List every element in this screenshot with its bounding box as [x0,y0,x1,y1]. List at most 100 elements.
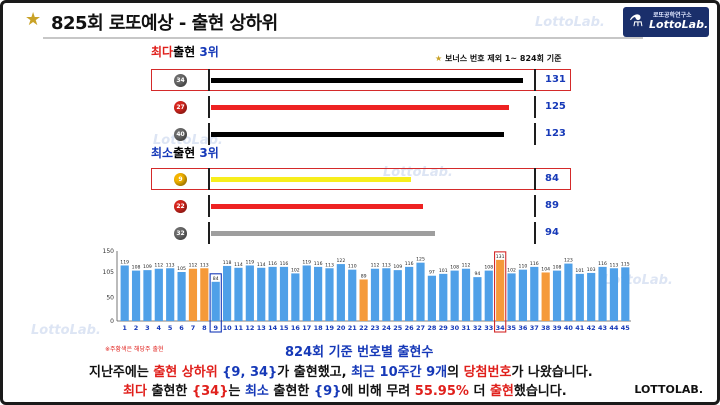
x-tick-label: 36 [518,324,528,332]
bar-value-label: 101 [439,268,448,274]
section-title-most: 최다출현 3위 [151,45,219,59]
bar-value-label: 116 [314,261,323,267]
bar-value-label: 116 [268,261,277,267]
frequency-value: 94 [545,227,559,238]
bar-value-label: 97 [429,270,435,276]
value-divider-line [534,195,536,217]
bar-value-label: 110 [519,264,528,270]
watermark: LottoLab. [31,323,101,338]
x-tick-label: 20 [336,324,346,332]
chart-bar [405,266,414,321]
summary-line-2: 최다 출현한 {34}는 최소 출현한 {9}에 비해 무려 55.95% 더 … [123,380,567,399]
bar-value-label: 116 [598,261,607,267]
x-tick-label: 30 [450,324,460,332]
x-tick-label: 4 [157,324,162,332]
watermark: LottoLab. [603,273,673,288]
bar-value-label: 119 [245,259,254,265]
chart-bar [200,268,209,321]
x-tick-label: 31 [461,324,471,332]
value-divider-line [534,96,536,118]
y-tick-label: 50 [106,295,114,302]
bar-value-label: 84 [213,276,219,282]
lotto-ball: 34 [174,74,187,87]
bar-value-label: 113 [200,262,209,268]
bar-value-label: 118 [223,260,232,266]
chart-bar [552,270,562,321]
frequency-bar [211,132,504,137]
bar-value-label: 113 [325,262,334,268]
title-star-icon: ★ [25,9,42,30]
chart-bar [166,268,175,321]
chart-bar [427,275,436,321]
bar-value-label: 112 [154,263,163,269]
bar-value-label: 113 [382,262,391,268]
watermark: LottoLab. [535,15,605,30]
bar-value-label: 108 [450,265,459,271]
chart-bar [211,281,220,321]
chart-bar [177,272,186,321]
x-tick-label: 28 [427,324,437,332]
summary-text-segment: 출현한 [268,384,314,399]
x-tick-label: 32 [473,324,482,332]
x-tick-label: 25 [393,324,403,332]
value-divider-line [534,168,536,190]
chart-bar [496,259,505,321]
x-tick-label: 41 [575,324,585,332]
bar-value-label: 101 [575,268,584,274]
bar-value-label: 89 [361,273,367,279]
x-tick-label: 26 [405,324,415,332]
summary-text-segment: {34} [191,384,229,399]
summary-text-segment: 최근 10주간 9개 [351,365,448,380]
bar-value-label: 108 [553,265,562,271]
frequency-bar-chart: 0501051501191108210931124113510561127113… [103,248,631,333]
summary-text-segment: 최소 [244,384,269,399]
summary-text-segment: 55.95% [414,384,469,399]
chart-bar [382,268,391,321]
x-tick-label: 35 [507,324,517,332]
y-tick-label: 105 [103,269,115,276]
bar-value-label: 109 [393,264,402,270]
y-tick-label: 0 [110,318,114,325]
y-tick-label: 150 [103,248,115,255]
lotto-ball: 32 [174,227,187,240]
x-tick-label: 22 [359,324,368,332]
bar-value-label: 119 [302,259,311,265]
bar-value-label: 109 [143,264,152,270]
chart-bar [257,267,266,321]
chart-bar [325,268,334,321]
bar-value-label: 104 [541,266,550,272]
bar-value-label: 115 [621,261,630,267]
x-tick-label: 19 [325,324,335,332]
x-tick-label: 45 [621,324,631,332]
chart-bar [461,268,471,321]
x-tick-label: 3 [145,324,150,332]
summary-text-segment: 더 [468,384,490,399]
bar-value-label: 116 [280,261,289,267]
x-tick-label: 8 [202,324,207,332]
highlight-row-box [151,168,571,190]
orange-legend-note: ※주황색은 해당주 출현 [105,346,164,353]
x-tick-label: 33 [484,324,493,332]
note-star-icon: ★ [435,54,443,63]
frequency-value: 89 [545,200,559,211]
lotto-ball: 27 [174,101,187,114]
chart-bar [291,273,300,321]
chart-caption: 824회 기준 번호별 출현수 [285,345,434,360]
x-tick-label: 12 [245,324,254,332]
bar-value-label: 131 [496,254,505,260]
value-divider-line [534,222,536,244]
summary-text-segment: 당첨번호 [463,365,512,380]
x-tick-label: 23 [370,324,379,332]
bar-value-label: 116 [530,261,539,267]
highlight-bar-box [209,273,222,333]
bar-value-label: 102 [291,267,300,273]
summary-text-segment: 가 출현했고, [277,365,352,380]
bar-value-label: 125 [416,257,425,263]
x-tick-label: 44 [609,324,619,332]
frequency-bar [211,105,509,110]
frequency-value: 125 [545,101,566,112]
lotto-ball: 9 [174,173,187,186]
summary-text-segment: 는 [228,384,245,399]
summary-text-segment: 출현 상하위 [153,365,218,380]
highlight-row-box [151,69,571,91]
